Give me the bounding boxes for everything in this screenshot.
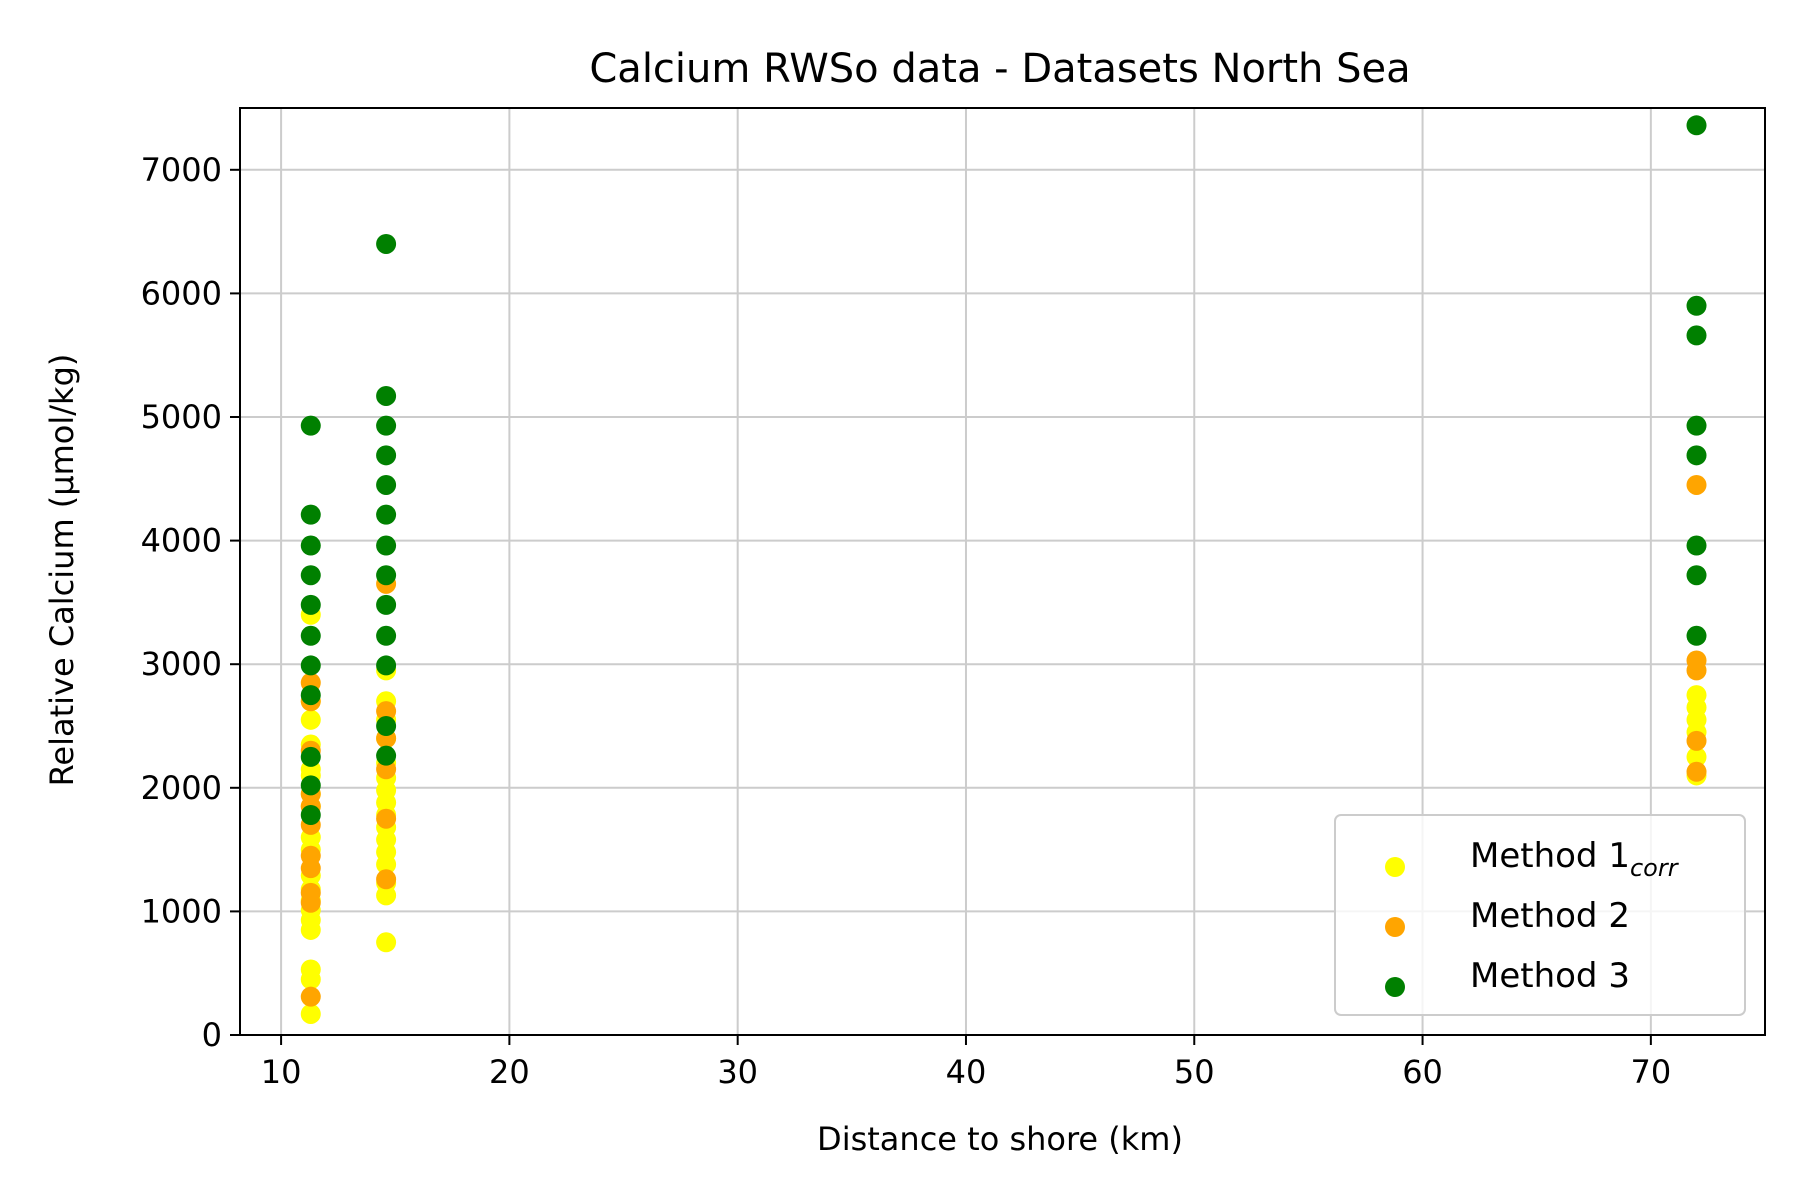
data-point-method-3: [376, 716, 397, 736]
data-point-method-2: [300, 986, 321, 1007]
x-tick-label: 10: [261, 1053, 302, 1091]
data-point-method-3: [300, 804, 321, 825]
data-point-method-3: [376, 504, 397, 525]
data-point-method-1: [1686, 746, 1707, 767]
data-point-method-3: [376, 415, 397, 436]
axis-ticks: 10 20 30 40 50 60 70 0 1000 2000 3000 4000 5000 6000 7…: [141, 151, 1672, 1091]
legend-label-text: Method 2: [1470, 896, 1630, 936]
data-point-method-3: [376, 233, 397, 254]
data-point-method-2: [376, 701, 397, 722]
plot-frame: [239, 107, 1766, 1036]
y-tick-label: 5000: [141, 398, 222, 436]
data-points: [300, 115, 1707, 1024]
y-tick-label: 6000: [141, 274, 222, 312]
data-point-method-3: [376, 625, 397, 646]
x-tick-label: 40: [946, 1053, 987, 1091]
data-point-method-2: [300, 845, 321, 866]
x-tick-label: 70: [1630, 1053, 1671, 1091]
data-point-method-2: [1686, 650, 1707, 671]
data-point-method-3: [300, 746, 321, 767]
data-point-method-3: [376, 474, 397, 495]
data-point-method-3: [1686, 295, 1707, 316]
legend-box: [1334, 814, 1746, 1016]
data-point-method-3: [1686, 565, 1707, 586]
data-point-method-3: [1686, 325, 1707, 346]
data-point-method-1: [1686, 685, 1707, 706]
legend-label-method-3: Method 3: [1470, 956, 1630, 996]
x-axis-title: Distance to shore (km): [817, 1120, 1183, 1158]
data-point-method-3: [300, 535, 321, 556]
data-point-method-3: [1686, 535, 1707, 556]
data-point-method-3: [1686, 415, 1707, 436]
data-point-method-3: [300, 415, 321, 436]
data-point-method-1: [300, 1003, 321, 1024]
y-axis-title: Relative Calcium (µmol/kg): [43, 354, 81, 787]
data-point-method-2: [376, 808, 397, 829]
data-point-method-3: [376, 655, 397, 676]
y-tick-label: 7000: [141, 151, 222, 189]
data-point-method-3: [300, 685, 321, 706]
data-point-method-3: [300, 775, 321, 796]
y-tick-label: 2000: [141, 769, 222, 807]
data-point-method-3: [376, 535, 397, 556]
y-tick-label: 3000: [141, 645, 222, 683]
data-point-method-3: [376, 745, 397, 766]
grid-lines: [240, 108, 1765, 1036]
data-point-method-2: [1686, 730, 1707, 751]
x-tick-label: 30: [717, 1053, 758, 1091]
legend-marker-method-3: [1385, 977, 1405, 997]
y-tick-label: 0: [202, 1016, 222, 1054]
x-tick-label: 20: [489, 1053, 530, 1091]
data-point-method-2: [1686, 761, 1707, 782]
y-tick-label: 1000: [141, 892, 222, 930]
data-point-method-3: [1686, 115, 1707, 136]
data-point-method-1: [300, 959, 321, 980]
legend-label-subscript: corr: [1630, 854, 1680, 882]
data-point-method-3: [300, 625, 321, 646]
data-point-method-3: [376, 385, 397, 406]
data-point-method-3: [376, 594, 397, 615]
data-point-method-3: [300, 655, 321, 676]
x-tick-label: 50: [1174, 1053, 1215, 1091]
legend-marker-method-2: [1385, 917, 1405, 937]
data-point-method-2: [1686, 474, 1707, 495]
data-point-method-3: [376, 565, 397, 586]
data-point-method-3: [300, 504, 321, 525]
x-tick-label: 60: [1402, 1053, 1443, 1091]
data-point-method-2: [300, 882, 321, 903]
chart-title: Calcium RWSo data - Datasets North Sea: [589, 46, 1410, 92]
data-point-method-3: [1686, 625, 1707, 646]
legend-label-method-2: Method 2: [1470, 896, 1630, 936]
data-point-method-3: [300, 594, 321, 615]
data-point-method-2: [376, 869, 397, 890]
legend-label-text: Method 3: [1470, 956, 1630, 996]
legend-marker-method-1: [1385, 857, 1405, 877]
data-point-method-3: [1686, 445, 1707, 466]
data-point-method-3: [300, 565, 321, 586]
legend-label-text: Method 1: [1470, 836, 1630, 876]
legend-label-method-1: Method 1corr: [1470, 836, 1680, 882]
y-tick-label: 4000: [141, 522, 222, 560]
data-point-method-1: [300, 709, 321, 730]
data-point-method-3: [376, 445, 397, 466]
data-point-method-1: [376, 932, 397, 953]
